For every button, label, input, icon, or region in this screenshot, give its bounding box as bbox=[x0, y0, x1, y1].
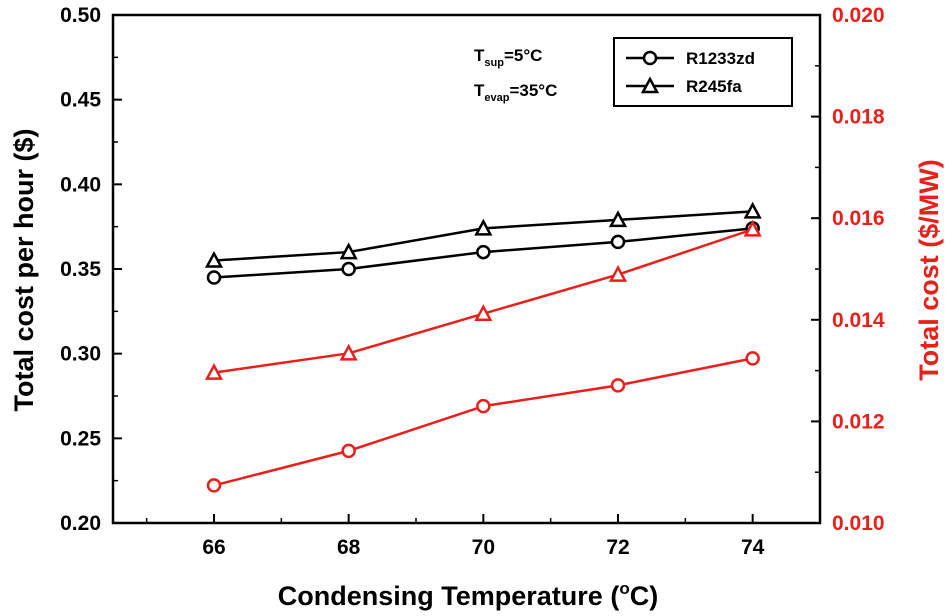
data-point-r245fa bbox=[743, 201, 762, 219]
y-left-tick-label: 0.20 bbox=[60, 512, 101, 535]
x-axis-title-end: C) bbox=[630, 581, 659, 611]
y-right-tick-label: 0.018 bbox=[832, 106, 885, 129]
x-tick-label: 72 bbox=[606, 536, 629, 559]
legend-marker-triangle bbox=[640, 76, 660, 94]
annotation-tsup-rest: =5°C bbox=[504, 46, 542, 65]
y-right-tick-label: 0.016 bbox=[832, 207, 885, 230]
data-point-r245fa-right bbox=[339, 343, 358, 361]
data-point-r245fa-right bbox=[474, 304, 493, 321]
x-tick-label: 66 bbox=[202, 536, 225, 559]
condition-annotation: Tsup=5°C Tevap=35°C bbox=[474, 46, 557, 104]
legend-label-r245fa: R245fa bbox=[686, 77, 742, 96]
data-point-r245fa-right bbox=[608, 264, 628, 282]
y-left-tick-label: 0.50 bbox=[60, 4, 101, 27]
annotation-tevap: Tevap=35°C bbox=[474, 81, 557, 104]
data-point-r1233zd bbox=[476, 244, 491, 260]
annotation-tevap-main: T bbox=[474, 81, 485, 100]
y-left-tick-label: 0.40 bbox=[60, 173, 101, 196]
x-tick-label: 74 bbox=[741, 536, 765, 559]
data-point-r1233zd-right bbox=[610, 378, 626, 393]
y-right-tick-label: 0.020 bbox=[832, 4, 885, 27]
series-line-r1233zd-right bbox=[213, 357, 753, 487]
data-point-r245fa bbox=[608, 210, 628, 228]
x-tick-label: 70 bbox=[472, 536, 495, 559]
legend-box bbox=[613, 37, 793, 107]
data-point-r1233zd bbox=[206, 270, 222, 285]
y-right-tick-label: 0.014 bbox=[832, 309, 885, 332]
data-point-r245fa bbox=[474, 218, 493, 236]
y-right-tick-label: 0.012 bbox=[832, 410, 885, 433]
data-point-r1233zd-right bbox=[206, 478, 222, 493]
axes: 66 68 70 72 74 0.20 0.25 0.30 0.35 0.40 0.45 0.50 0.… bbox=[60, 4, 885, 559]
data-point-r245fa-right bbox=[204, 362, 224, 380]
data-point-r1233zd-right bbox=[476, 398, 491, 414]
x-axis-title-sup: o bbox=[619, 579, 629, 598]
annotation-tsup-main: T bbox=[474, 46, 485, 65]
annotation-tsup: Tsup=5°C bbox=[474, 46, 542, 69]
legend-label-r1233zd: R1233zd bbox=[686, 49, 755, 68]
data-point-r245fa bbox=[339, 242, 358, 260]
y-axis-right-title: Total cost ($/MW) bbox=[914, 159, 944, 380]
x-axis-title: Condensing Temperature (oC) bbox=[278, 579, 658, 611]
y-left-tick-label: 0.25 bbox=[60, 427, 101, 450]
y-left-tick-label: 0.30 bbox=[60, 343, 101, 366]
annotation-tevap-rest: =35°C bbox=[509, 81, 557, 100]
annotation-tsup-sub: sup bbox=[484, 57, 504, 69]
y-left-tick-label: 0.35 bbox=[60, 258, 101, 281]
y-axis-left-title: Total cost per hour ($) bbox=[9, 128, 39, 411]
y-right-tick-label: 0.010 bbox=[832, 512, 885, 535]
annotation-tevap-sub: evap bbox=[484, 92, 509, 104]
x-axis-title-main: Condensing Temperature ( bbox=[278, 581, 620, 611]
data-point-r245fa-right bbox=[743, 219, 762, 237]
data-point-r1233zd-right bbox=[341, 443, 356, 459]
series-layer bbox=[204, 201, 762, 493]
y-left-tick-label: 0.45 bbox=[60, 89, 101, 112]
legend: R1233zd R245fa bbox=[613, 37, 793, 107]
data-point-r245fa bbox=[204, 250, 224, 268]
x-tick-label: 68 bbox=[337, 536, 361, 559]
data-point-r1233zd bbox=[610, 234, 626, 250]
legend-marker-circle bbox=[642, 50, 658, 66]
data-point-r1233zd bbox=[341, 261, 356, 277]
data-point-r1233zd-right bbox=[745, 351, 760, 366]
